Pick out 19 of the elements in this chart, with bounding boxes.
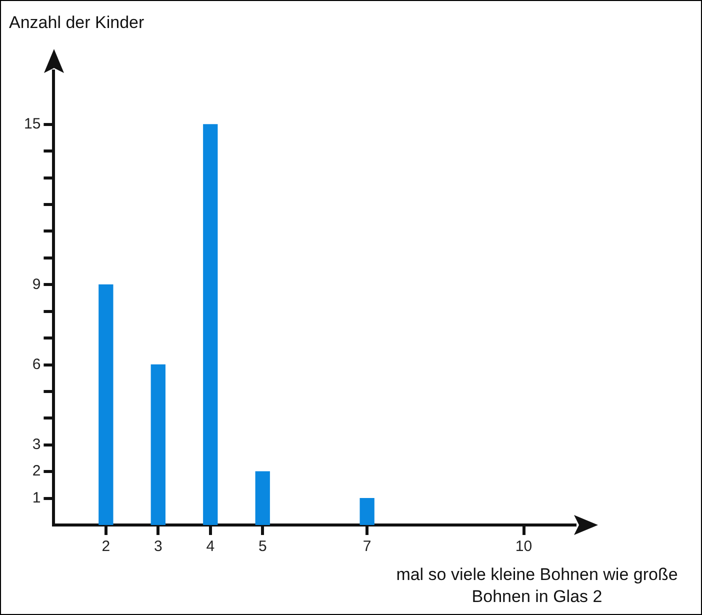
y-axis-title: Anzahl der Kinder — [9, 13, 144, 33]
y-tick-label: 6 — [32, 356, 41, 373]
y-tick-label: 3 — [32, 436, 41, 454]
bar — [203, 124, 218, 525]
bar — [255, 471, 270, 525]
bar — [98, 284, 114, 525]
x-tick-label: 7 — [362, 538, 372, 556]
x-tick-label: 5 — [258, 538, 267, 556]
bar — [360, 498, 374, 525]
y-tick-label: 9 — [32, 276, 41, 293]
x-tick-label: 10 — [515, 538, 532, 556]
x-tick-label: 3 — [154, 538, 162, 556]
x-tick-label: 4 — [206, 538, 215, 556]
y-tick-label: 1 — [32, 489, 41, 506]
x-axis-title: mal so viele kleine Bohnen wie große Bohnen in Glas 2 — [395, 564, 679, 608]
y-tick-label: 15 — [24, 116, 41, 133]
x-tick-label: 2 — [102, 538, 110, 556]
bar — [150, 364, 166, 525]
y-tick-label: 2 — [32, 462, 41, 480]
